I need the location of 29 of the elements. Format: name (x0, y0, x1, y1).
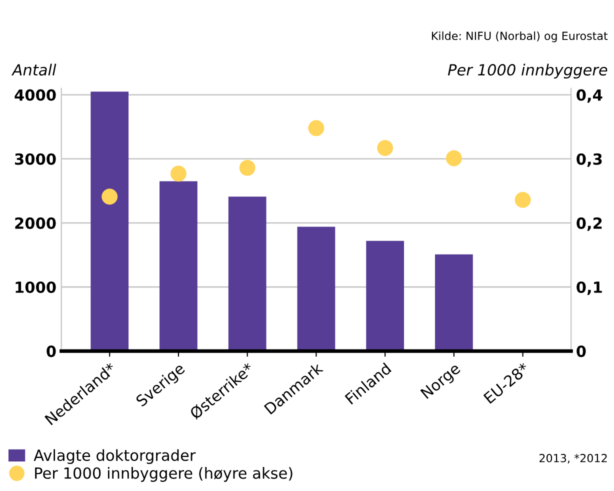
bar (297, 226, 336, 352)
y2-tick-label: 0,3 (576, 153, 602, 167)
point (446, 150, 462, 166)
point (377, 140, 394, 156)
bar (435, 254, 473, 352)
point (170, 166, 186, 182)
legend-label: Avlagte doktorgrader (34, 449, 196, 464)
y-tick-label: 1000 (16, 281, 56, 294)
y2-tick-label: 0 (576, 346, 586, 358)
y2-tick-label: 0,4 (576, 89, 602, 103)
y-tick-label: 4000 (14, 89, 56, 101)
point (102, 188, 118, 205)
bar (160, 181, 198, 352)
y-tick-label: 0 (46, 346, 56, 358)
text: Kilde: NIFU (Norbal) og Eurostat (432, 31, 608, 42)
bar (90, 92, 129, 352)
point (308, 120, 324, 136)
point (514, 192, 531, 208)
y2-axis-title: Per 1000 innbyggere (448, 64, 608, 79)
text: 2013, *2012 (540, 454, 607, 464)
bar (228, 196, 266, 352)
y2-tick-label: 0,1 (576, 281, 602, 295)
bar (366, 240, 404, 352)
y2-tick-label: 0,2 (576, 217, 602, 231)
y-tick-label: 3000 (15, 153, 56, 165)
y-tick-label: 2000 (15, 217, 56, 229)
y-axis-title: Antall (11, 64, 56, 76)
legend-label: Per 1000 innbyggere (høyre akse) (35, 467, 292, 482)
point (239, 160, 256, 176)
